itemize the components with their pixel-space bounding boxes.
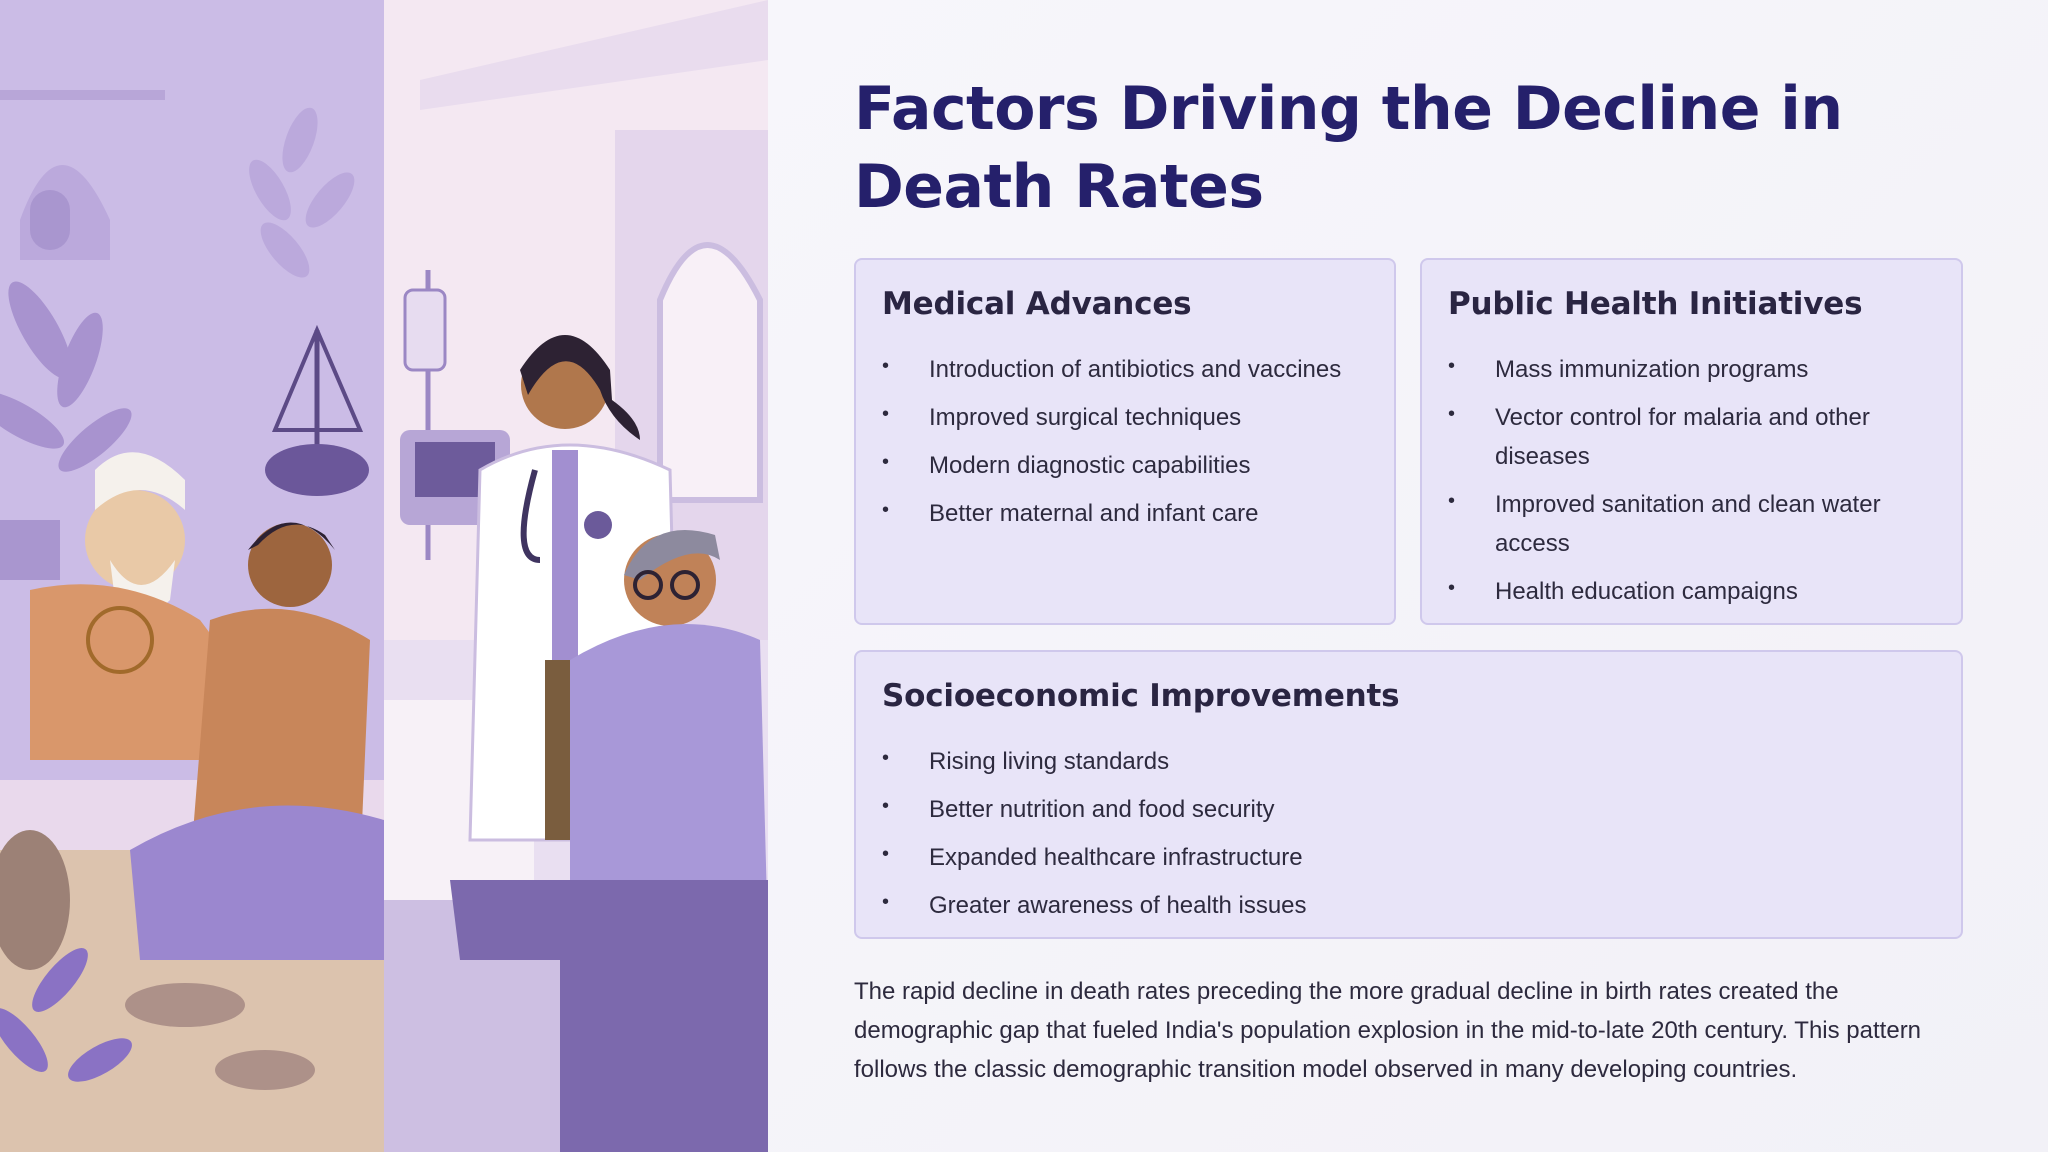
list-item: • Health education campaigns: [1448, 572, 1918, 611]
summary-paragraph: The rapid decline in death rates precedi…: [854, 978, 1922, 1083]
card-list: • Introduction of antibiotics and vaccine…: [882, 350, 1341, 542]
list-item: • Better nutrition and food security: [882, 790, 1307, 829]
illustration-art: [0, 0, 768, 1152]
bullet-icon: •: [882, 499, 890, 521]
list-item-text: Rising living standards: [929, 748, 1170, 775]
bullet-icon: •: [1448, 355, 1456, 377]
list-item: • Modern diagnostic capabilities: [882, 446, 1341, 485]
page-title: Factors Driving the Decline in Death Rat…: [854, 74, 1843, 222]
list-item-text: Vector control for malaria and other dis…: [1495, 404, 1870, 470]
list-item-text: Health education campaigns: [1495, 578, 1798, 605]
public-health-card: Public Health Initiatives • Mass immuniza…: [1420, 258, 1963, 625]
bullet-icon: •: [882, 355, 890, 377]
card-heading: Public Health Initiatives: [1448, 286, 1863, 322]
list-item: • Rising living standards: [882, 742, 1307, 781]
list-item: • Introduction of antibiotics and vaccine…: [882, 350, 1341, 389]
bullet-icon: •: [882, 795, 890, 817]
bullet-icon: •: [1448, 577, 1456, 599]
medical-advances-card: Medical Advances • Introduction of antibi…: [854, 258, 1396, 625]
list-item-text: Expanded healthcare infrastructure: [929, 844, 1303, 871]
bullet-icon: •: [882, 451, 890, 473]
list-item-text: Better nutrition and food security: [929, 796, 1275, 823]
list-item: • Improved surgical techniques: [882, 398, 1341, 437]
list-item: • Better maternal and infant care: [882, 494, 1341, 533]
bullet-icon: •: [1448, 490, 1456, 512]
bullet-icon: •: [882, 843, 890, 865]
list-item: • Improved sanitation and clean water acc…: [1448, 485, 1918, 563]
list-item-text: Better maternal and infant care: [929, 500, 1259, 527]
bullet-icon: •: [882, 403, 890, 425]
bullet-icon: •: [1448, 403, 1456, 425]
bullet-icon: •: [882, 747, 890, 769]
list-item: • Greater awareness of health issues: [882, 886, 1307, 925]
list-item-text: Modern diagnostic capabilities: [929, 452, 1251, 479]
list-item: • Mass immunization programs: [1448, 350, 1918, 389]
list-item: • Expanded healthcare infrastructure: [882, 838, 1307, 877]
card-heading: Socioeconomic Improvements: [882, 678, 1400, 714]
list-item-text: Improved surgical techniques: [929, 404, 1242, 431]
bullet-icon: •: [882, 891, 890, 913]
list-item-text: Introduction of antibiotics and vaccines: [929, 356, 1342, 383]
healthcare-illustration: [0, 0, 768, 1152]
card-list: • Rising living standards • Better nutriti…: [882, 742, 1307, 934]
socioeconomic-card: Socioeconomic Improvements • Rising livin…: [854, 650, 1963, 939]
content-panel: Factors Driving the Decline in Death Rat…: [768, 0, 2048, 1152]
card-list: • Mass immunization programs • Vector cont…: [1448, 350, 1918, 620]
list-item-text: Mass immunization programs: [1495, 356, 1809, 383]
card-heading: Medical Advances: [882, 286, 1192, 322]
list-item-text: Greater awareness of health issues: [929, 892, 1307, 919]
list-item-text: Improved sanitation and clean water acce…: [1495, 491, 1881, 557]
list-item: • Vector control for malaria and other di…: [1448, 398, 1918, 476]
